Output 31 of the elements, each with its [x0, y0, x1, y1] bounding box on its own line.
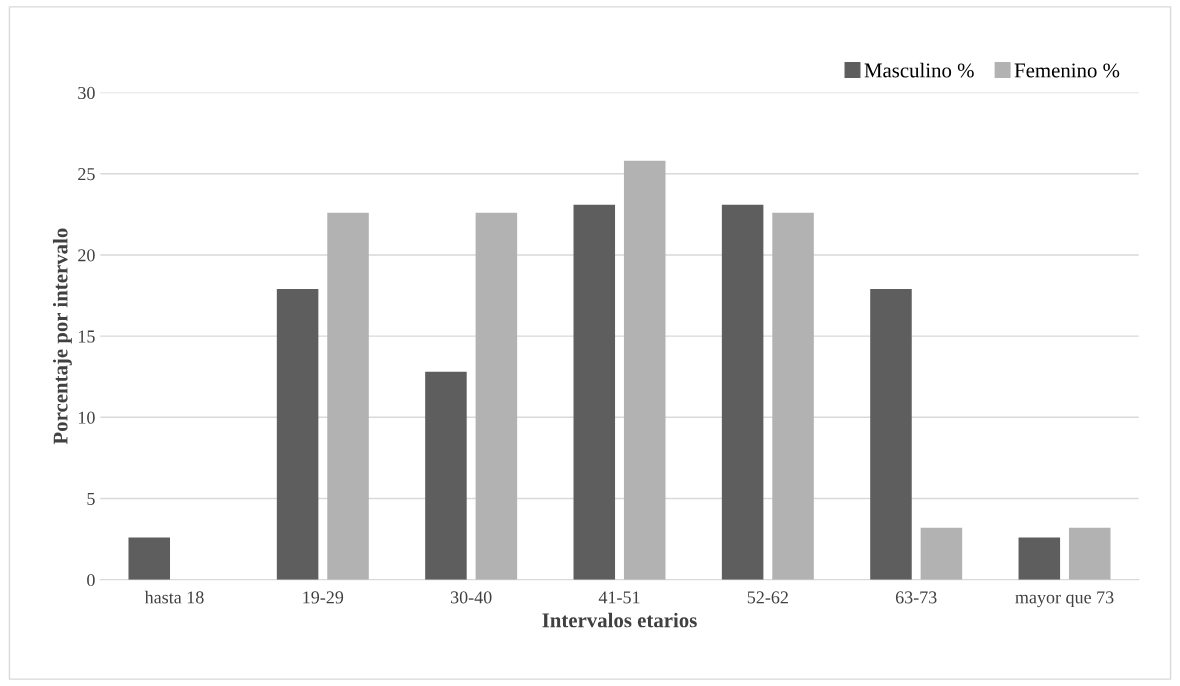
bar — [870, 289, 912, 580]
y-tick-label: 5 — [87, 492, 95, 505]
x-tick-label: 30-40 — [450, 591, 492, 604]
bar — [623, 160, 666, 580]
bar — [276, 289, 319, 580]
y-tick-label: 25 — [78, 168, 95, 181]
bar — [772, 212, 814, 580]
x-tick-label: 19-29 — [303, 591, 344, 604]
x-axis-title: Intervalos etarios — [542, 612, 697, 628]
bar — [573, 204, 616, 580]
bar — [721, 204, 764, 580]
y-tick-label: 10 — [78, 411, 95, 424]
bar — [327, 212, 369, 580]
x-tick-label: 52-62 — [747, 591, 788, 604]
x-tick-label: 41-51 — [598, 591, 640, 604]
bar — [475, 212, 518, 580]
y-tick-label: 0 — [87, 573, 95, 587]
legend-label: Masculino % — [864, 62, 974, 78]
y-tick-label: 20 — [78, 249, 95, 262]
bar — [128, 537, 171, 580]
bar — [1018, 537, 1061, 580]
bar — [920, 527, 963, 580]
legend-label: Femenino % — [1014, 63, 1120, 78]
y-tick-label: 15 — [78, 330, 95, 343]
bar — [1068, 527, 1111, 580]
y-tick-label: 30 — [78, 86, 95, 100]
x-tick-label: mayor que 73 — [1015, 591, 1114, 608]
x-tick-label: 63-73 — [895, 591, 937, 604]
x-tick-label: hasta 18 — [144, 590, 204, 604]
bar — [425, 371, 467, 580]
y-axis-title: Porcentaje por intervalo — [52, 228, 72, 445]
